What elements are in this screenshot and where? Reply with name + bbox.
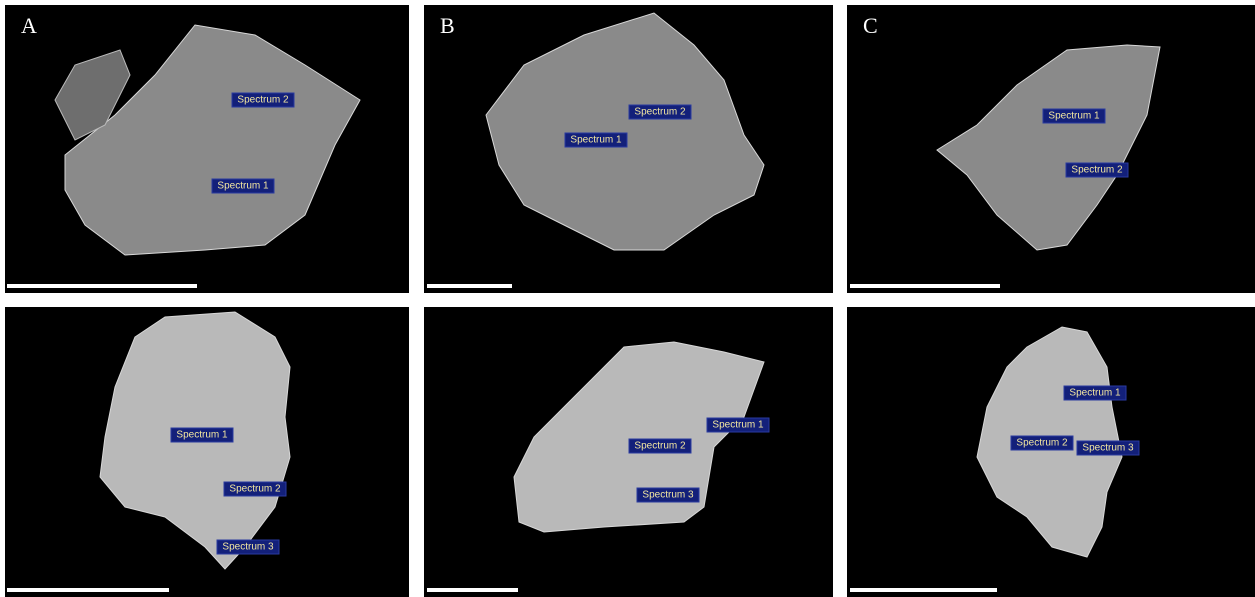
image-panel: Spectrum 1 Spectrum 2 Spectrum 3 <box>5 307 409 597</box>
scale-bar <box>427 284 512 288</box>
panel-letter: C <box>863 13 878 38</box>
spectrum-label: Spectrum 2 <box>237 95 289 106</box>
scale-bar <box>427 588 518 592</box>
panel-letter: A <box>21 13 37 38</box>
spectrum-label: Spectrum 2 <box>634 441 686 452</box>
spectrum-label: Spectrum 1 <box>217 181 269 192</box>
image-panel: Spectrum 1 Spectrum 2 Spectrum 3 <box>847 307 1255 597</box>
spectrum-label: Spectrum 2 <box>1071 165 1123 176</box>
panel-letter: B <box>440 13 455 38</box>
spectrum-label: Spectrum 1 <box>1048 111 1100 122</box>
spectrum-label: Spectrum 2 <box>229 484 281 495</box>
spectrum-label: Spectrum 1 <box>570 135 622 146</box>
spectrum-label: Spectrum 1 <box>1069 388 1121 399</box>
scale-bar <box>850 588 997 592</box>
spectrum-label: Spectrum 2 <box>1016 438 1068 449</box>
image-panel: A Spectrum 2 Spectrum 1 <box>5 5 409 293</box>
image-panel: C Spectrum 1 Spectrum 2 <box>847 5 1255 293</box>
spectrum-label: Spectrum 3 <box>1082 443 1134 454</box>
spectrum-label: Spectrum 1 <box>712 420 764 431</box>
spectrum-label: Spectrum 2 <box>634 107 686 118</box>
spectrum-label: Spectrum 1 <box>176 430 228 441</box>
image-panel: Spectrum 1 Spectrum 2 Spectrum 3 <box>424 307 833 597</box>
figure: ASpectrum 2Spectrum 1BSpectrum 2Spectrum… <box>0 0 1255 597</box>
scale-bar <box>7 588 169 592</box>
scale-bar <box>850 284 1000 288</box>
spectrum-label: Spectrum 3 <box>222 542 274 553</box>
scale-bar <box>7 284 197 288</box>
spectrum-label: Spectrum 3 <box>642 490 694 501</box>
image-panel: B Spectrum 2 Spectrum 1 <box>424 5 833 293</box>
